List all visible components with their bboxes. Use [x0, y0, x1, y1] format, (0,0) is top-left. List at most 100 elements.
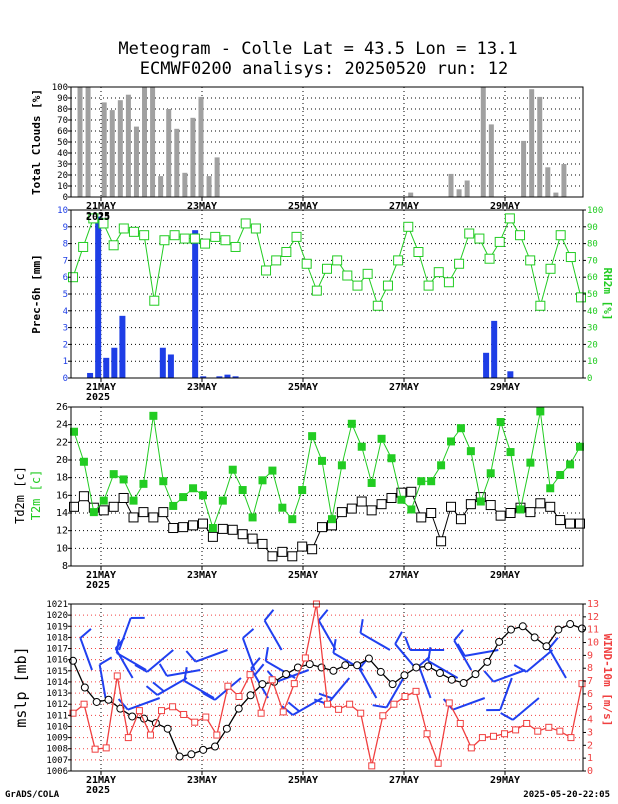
td2m-marker — [99, 506, 108, 515]
y-tick-label: 1010 — [46, 722, 68, 732]
mslp-marker — [555, 626, 562, 633]
mslp-marker — [377, 668, 384, 675]
x-tick-label: 29MAY — [490, 382, 520, 393]
wind-barb — [501, 698, 539, 720]
t2m-marker — [457, 424, 465, 432]
wind-speed-marker — [479, 735, 485, 741]
cloud-bar — [126, 95, 131, 197]
t2m-marker — [90, 508, 98, 516]
rh-marker — [546, 264, 555, 273]
td2m-marker — [228, 525, 237, 534]
t2m-marker — [278, 504, 286, 512]
t2m-marker — [516, 505, 524, 513]
cloud-bar — [198, 97, 203, 197]
rh-marker — [251, 224, 260, 233]
y-tick-label: 14 — [56, 508, 68, 519]
chart-title-line2: ECMWF0200 analisys: 20250520 run: 12 — [140, 59, 508, 79]
mslp-marker — [413, 664, 420, 671]
mslp-marker — [176, 753, 183, 760]
mslp-marker — [354, 662, 361, 669]
y-tick-label: 9 — [63, 223, 68, 233]
mslp-marker — [81, 684, 88, 691]
wind-speed-marker — [147, 732, 153, 738]
cloud-bar — [118, 100, 123, 197]
y-tick-label: 30 — [57, 160, 68, 170]
wind-speed-marker — [170, 704, 176, 710]
y-tick-label: 1020 — [46, 611, 68, 621]
wind-barb-feather — [147, 686, 158, 695]
t2m-marker — [308, 432, 316, 440]
rh-marker — [150, 296, 159, 305]
y-tick-label: 12 — [587, 612, 599, 623]
t2m-marker — [298, 486, 306, 494]
td2m-marker — [407, 487, 416, 496]
wind-speed-marker — [291, 681, 297, 687]
panel-pressure-wind: 1006100710081009101010111012101310141015… — [12, 599, 614, 796]
rh-marker — [465, 229, 474, 238]
rh-marker — [353, 281, 362, 290]
td2m-marker — [427, 509, 436, 518]
t2m-marker — [169, 502, 177, 510]
y-tick-label: 20 — [56, 455, 68, 466]
cloud-bar — [102, 102, 107, 197]
wind-barb-feather — [288, 702, 299, 711]
t2m-marker — [397, 496, 405, 504]
td2m-marker — [179, 523, 188, 532]
wind-barb-staff — [277, 670, 309, 682]
wind-barb-staff — [500, 678, 512, 710]
t2m-marker — [239, 486, 247, 494]
mslp-marker — [436, 670, 443, 677]
wind-barb-feather — [153, 682, 164, 691]
y-tick-label: 100 — [587, 206, 603, 216]
y-tick-label: 40 — [587, 307, 598, 317]
td2m-marker — [367, 506, 376, 515]
td2m-marker — [268, 552, 277, 561]
x-tick-label: 25MAY — [288, 570, 318, 581]
y-tick-label: 1016 — [46, 656, 68, 666]
wind-speed-marker — [269, 677, 275, 683]
wind-barb — [265, 610, 282, 650]
mslp-marker — [235, 705, 242, 712]
wind-barb-feather — [454, 630, 463, 641]
mslp-marker — [247, 692, 254, 699]
td2m-marker — [159, 508, 168, 517]
mslp-marker — [460, 680, 467, 687]
wind-barb-feather — [373, 705, 387, 707]
td2m-marker — [169, 524, 178, 533]
x-tick-label: 23MAY — [187, 382, 217, 393]
precip-bar — [483, 353, 489, 378]
t2m-marker — [556, 471, 564, 479]
wind-barb-feather — [360, 619, 362, 633]
wind-barb-feather — [117, 639, 119, 653]
rh-marker — [231, 242, 240, 251]
t2m-marker — [179, 493, 187, 501]
cloud-bar — [78, 87, 83, 197]
x-tick-label: 23MAY — [187, 570, 217, 581]
wind-barb — [373, 678, 404, 707]
mslp-marker — [223, 725, 230, 732]
wind-speed-line — [73, 604, 582, 766]
axis-label: T2m [c] — [29, 470, 43, 521]
t2m-marker — [159, 477, 167, 485]
rh-marker — [505, 214, 514, 223]
mslp-marker — [342, 662, 349, 669]
precip-bar — [111, 348, 117, 378]
wind-speed-marker — [402, 693, 408, 699]
t2m-marker — [259, 476, 267, 484]
td2m-marker — [149, 513, 158, 522]
rh-marker — [292, 232, 301, 241]
t2m-marker — [447, 437, 455, 445]
y-tick-label: 10 — [587, 357, 598, 367]
td2m-marker — [288, 552, 297, 561]
x-tick-label: 29MAY — [490, 775, 520, 786]
t2m-marker — [546, 484, 554, 492]
y-tick-label: 6 — [63, 273, 68, 283]
y-tick-label: 8 — [62, 561, 68, 572]
wind-barb — [147, 678, 187, 695]
y-tick-label: 26 — [56, 402, 68, 413]
wind-speed-marker — [280, 709, 286, 715]
t2m-marker — [100, 497, 108, 505]
wind-speed-marker — [192, 719, 198, 725]
y-tick-label: 4 — [63, 307, 68, 317]
